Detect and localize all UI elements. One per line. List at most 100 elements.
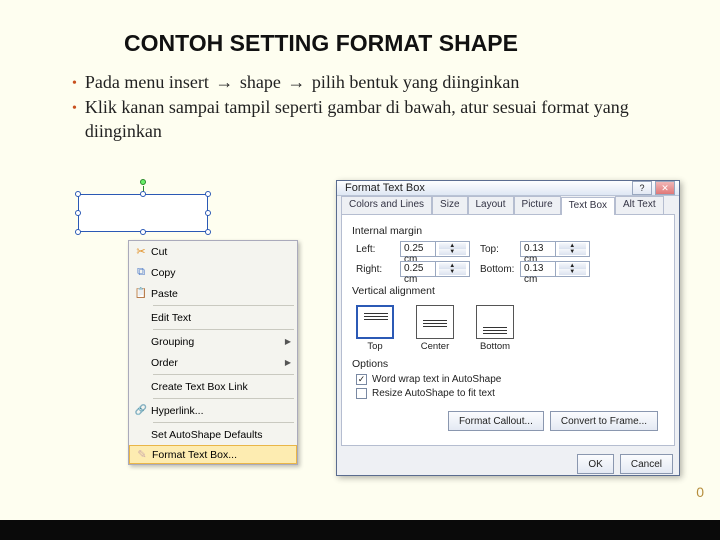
valign-label: Center [421,341,450,352]
spinner-down-icon[interactable]: ▼ [439,269,467,275]
checkbox-label: Resize AutoShape to fit text [372,388,495,399]
format-icon [132,447,152,463]
arrow-icon: → [213,72,235,92]
resize-handle-icon[interactable] [140,191,146,197]
selected-shape[interactable] [78,194,208,232]
menu-item-grouping[interactable]: Grouping▶ [129,331,297,352]
checkbox-label: Word wrap text in AutoShape [372,374,501,385]
context-menu: Cut Copy Paste Edit Text Grouping▶ Order… [128,240,298,465]
menu-item-set-defaults[interactable]: Set AutoShape Defaults [129,424,297,445]
tab-colors-and-lines[interactable]: Colors and Lines [341,196,432,214]
cancel-button[interactable]: Cancel [620,454,673,474]
spinner-down-icon[interactable]: ▼ [439,249,467,255]
checkbox-row[interactable]: Resize AutoShape to fit text [356,388,664,399]
resize-handle-icon[interactable] [205,229,211,235]
menu-separator [153,422,294,423]
menu-item-hyperlink[interactable]: Hyperlink... [129,400,297,421]
submenu-arrow-icon: ▶ [285,358,291,367]
format-callout-button[interactable]: Format Callout... [448,411,544,431]
field-value: 0.13 cm [521,262,555,276]
menu-label: Grouping [151,336,194,348]
spinner-down-icon[interactable]: ▼ [559,249,587,255]
tab-alt-text[interactable]: Alt Text [615,196,664,214]
resize-handle-icon[interactable] [140,229,146,235]
menu-item-format-textbox[interactable]: Format Text Box... [129,445,297,464]
dialog-title: Format Text Box [345,182,629,194]
menu-label: Copy [151,267,176,279]
spinner-down-icon[interactable]: ▼ [559,269,587,275]
ok-button[interactable]: OK [577,454,613,474]
resize-handle-icon[interactable] [75,210,81,216]
menu-item-edit-text[interactable]: Edit Text [129,307,297,328]
bullet-item: • Pada menu insert → shape → pilih bentu… [72,71,680,94]
menu-label: Paste [151,288,178,300]
bullet-dot: • [72,96,85,118]
blank-icon [131,310,151,326]
blank-icon [131,355,151,371]
resize-handle-icon[interactable] [205,210,211,216]
hyperlink-icon [131,403,151,419]
valign-bottom[interactable]: Bottom [476,305,514,352]
menu-item-create-link[interactable]: Create Text Box Link [129,376,297,397]
menu-label: Cut [151,246,167,258]
menu-separator [153,305,294,306]
menu-item-paste[interactable]: Paste [129,283,297,304]
menu-separator [153,374,294,375]
resize-handle-icon[interactable] [75,191,81,197]
field-label: Left: [356,244,390,255]
rotation-handle-icon[interactable] [140,179,146,185]
checkbox[interactable]: ✓ [356,374,367,385]
left-margin-input[interactable]: 0.25 cm▲▼ [400,241,470,257]
slide-number: 0 [696,484,704,500]
paste-icon [131,286,151,302]
dialog-titlebar[interactable]: Format Text Box ? ✕ [337,181,679,196]
tab-picture[interactable]: Picture [514,196,561,214]
menu-separator [153,329,294,330]
menu-label: Create Text Box Link [151,381,248,393]
menu-label: Hyperlink... [151,405,204,417]
field-value: 0.25 cm [401,242,435,256]
blank-icon [131,427,151,443]
bottom-margin-input[interactable]: 0.13 cm▲▼ [520,261,590,277]
resize-handle-icon[interactable] [205,191,211,197]
dialog-tabs: Colors and LinesSizeLayoutPictureText Bo… [337,196,679,214]
menu-label: Set AutoShape Defaults [151,429,263,441]
checkbox-row[interactable]: ✓ Word wrap text in AutoShape [356,374,664,385]
menu-item-copy[interactable]: Copy [129,262,297,283]
help-button[interactable]: ? [632,181,652,195]
close-button[interactable]: ✕ [655,181,675,195]
field-value: 0.13 cm [521,242,555,256]
field-value: 0.25 cm [401,262,435,276]
menu-separator [153,398,294,399]
tab-size[interactable]: Size [432,196,467,214]
blank-icon [131,379,151,395]
bullet-text: shape [235,72,285,92]
menu-label: Order [151,357,178,369]
tab-layout[interactable]: Layout [468,196,514,214]
right-margin-input[interactable]: 0.25 cm▲▼ [400,261,470,277]
bullet-text: Klik kanan sampai tampil seperti gambar … [85,96,680,143]
bullet-text: pilih bentuk yang diinginkan [307,72,519,92]
menu-label: Edit Text [151,312,191,324]
format-textbox-dialog: Format Text Box ? ✕ Colors and LinesSize… [336,180,680,476]
copy-icon [131,265,151,281]
textbox-tab-panel: Internal margin Left: 0.25 cm▲▼ Top: 0.1… [341,214,675,446]
bullet-dot: • [72,71,85,93]
bullet-item: • Klik kanan sampai tampil seperti gamba… [72,96,680,143]
group-label: Vertical alignment [352,285,664,297]
menu-item-order[interactable]: Order ▶ [129,352,297,373]
blank-icon [131,334,151,350]
field-label: Bottom: [480,264,510,275]
menu-label: Format Text Box... [152,449,237,461]
top-margin-input[interactable]: 0.13 cm▲▼ [520,241,590,257]
field-label: Top: [480,244,510,255]
group-label: Options [352,358,664,370]
bullet-list: • Pada menu insert → shape → pilih bentu… [0,71,720,143]
convert-frame-button[interactable]: Convert to Frame... [550,411,658,431]
menu-item-cut[interactable]: Cut [129,241,297,262]
valign-center[interactable]: Center [416,305,454,352]
tab-text-box[interactable]: Text Box [561,197,615,215]
valign-top[interactable]: Top [356,305,394,352]
checkbox[interactable] [356,388,367,399]
resize-handle-icon[interactable] [75,229,81,235]
